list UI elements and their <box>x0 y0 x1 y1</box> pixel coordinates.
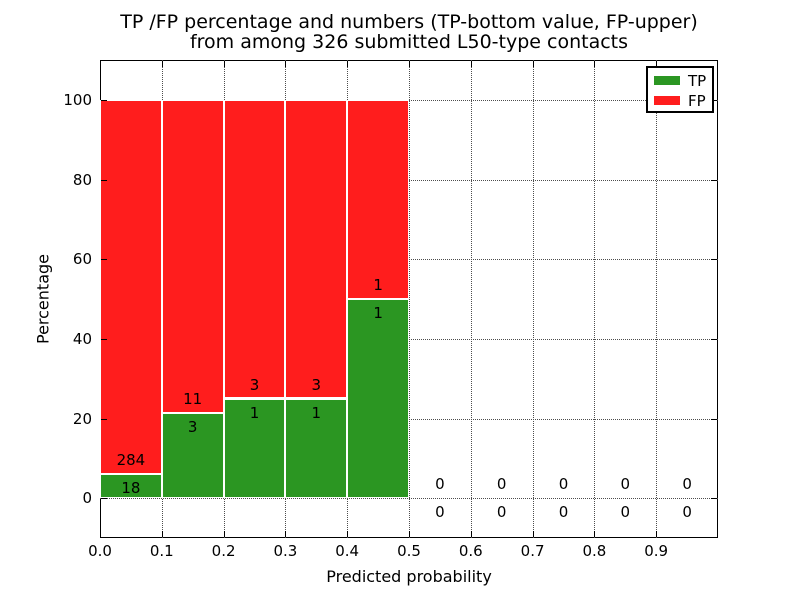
bar-tp-segment <box>285 398 348 499</box>
y-tick-mark <box>101 259 107 261</box>
legend-item-tp: TP <box>654 72 712 89</box>
v-gridline <box>532 60 534 538</box>
x-tick-mark <box>470 531 472 537</box>
v-gridline <box>470 60 472 538</box>
annotation-tp-count: 0 <box>558 503 569 522</box>
bar-tp-segment <box>100 474 162 499</box>
y-tick-label: 40 <box>72 329 92 348</box>
y-tick-mark <box>101 418 107 420</box>
annotation-fp-count: 0 <box>435 475 445 494</box>
annotation-tp-count: 18 <box>121 479 141 498</box>
y-tick-label: 80 <box>72 170 92 189</box>
y-tick-mark <box>711 179 717 181</box>
x-tick-label: 0.7 <box>520 542 545 560</box>
bar-tp-segment <box>161 412 224 499</box>
x-tick-mark <box>594 61 596 67</box>
x-tick-mark <box>594 531 596 537</box>
annotation-fp-count: 11 <box>183 389 203 408</box>
v-gridline <box>656 60 658 538</box>
y-tick-mark <box>711 338 717 340</box>
chart-title: TP /FP percentage and numbers (TP-bottom… <box>100 12 718 52</box>
y-tick-mark <box>101 179 107 181</box>
x-tick-label: 0.2 <box>211 542 236 560</box>
bar-fp-segment <box>223 99 286 399</box>
x-axis-label: Predicted probability <box>326 567 492 586</box>
annotation-tp-count: 0 <box>620 503 631 522</box>
annotation-fp-count: 3 <box>311 375 322 394</box>
y-tick-label: 60 <box>72 250 92 269</box>
x-tick-mark <box>223 61 225 67</box>
chart-title-line1: TP /FP percentage and numbers (TP-bottom… <box>120 11 698 33</box>
legend-label-fp: FP <box>688 91 706 110</box>
annotation-tp-count: 1 <box>249 403 260 422</box>
tp-color-swatch <box>654 76 680 85</box>
annotation-tp-count: 0 <box>496 503 507 522</box>
x-tick-mark <box>656 61 658 67</box>
x-tick-mark <box>100 61 101 67</box>
x-tick-label: 0.9 <box>644 542 669 560</box>
annotation-fp-count: 0 <box>558 475 569 494</box>
y-tick-mark <box>711 99 717 101</box>
bar-fp-segment <box>161 99 224 413</box>
annotation-tp-count: 1 <box>373 304 383 322</box>
bar-fp-segment <box>100 99 162 475</box>
v-gridline <box>409 60 410 538</box>
bar-tp-segment <box>223 398 286 499</box>
x-tick-label: 0.4 <box>335 542 360 560</box>
x-tick-mark <box>409 531 410 537</box>
x-tick-mark <box>285 531 287 537</box>
annotation-fp-count: 284 <box>116 451 146 470</box>
annotation-fp-count: 1 <box>373 276 383 294</box>
bar-tp-segment <box>347 299 409 499</box>
fp-color-swatch <box>654 96 680 105</box>
x-tick-mark <box>161 61 163 67</box>
x-tick-mark <box>223 531 225 537</box>
x-tick-label: 0.3 <box>273 542 298 560</box>
y-tick-mark <box>711 418 717 420</box>
annotation-fp-count: 0 <box>496 475 507 494</box>
legend: TP FP <box>646 66 714 113</box>
bar-fp-segment <box>285 99 348 399</box>
x-tick-label: 0.0 <box>88 542 112 560</box>
y-tick-label: 0 <box>82 489 92 508</box>
x-tick-mark <box>409 61 410 67</box>
annotation-fp-count: 0 <box>620 475 631 494</box>
x-tick-mark <box>532 61 534 67</box>
y-tick-mark <box>711 259 717 261</box>
annotation-tp-count: 3 <box>187 417 198 436</box>
annotation-tp-count: 0 <box>435 503 445 522</box>
v-gridline <box>594 60 596 538</box>
x-tick-label: 0.6 <box>458 542 483 560</box>
legend-item-fp: FP <box>654 92 712 109</box>
y-tick-label: 20 <box>72 409 92 428</box>
x-tick-label: 0.8 <box>582 542 607 560</box>
x-tick-mark <box>347 61 349 67</box>
bar-fp-segment <box>347 99 409 299</box>
annotation-tp-count: 0 <box>682 503 692 522</box>
annotation-fp-count: 3 <box>249 375 260 394</box>
y-tick-label: 100 <box>63 90 92 109</box>
annotation-fp-count: 0 <box>682 475 692 494</box>
x-tick-mark <box>285 61 287 67</box>
y-tick-mark <box>711 498 717 500</box>
x-tick-mark <box>470 61 472 67</box>
x-tick-label: 0.1 <box>149 542 174 560</box>
y-tick-mark <box>101 498 107 500</box>
y-tick-mark <box>101 338 107 340</box>
x-tick-mark <box>347 531 349 537</box>
x-tick-label: 0.5 <box>397 542 421 560</box>
x-tick-mark <box>161 531 163 537</box>
x-tick-mark <box>532 531 534 537</box>
y-tick-mark <box>101 99 107 101</box>
chart-title-line2: from among 326 submitted L50-type contac… <box>189 31 629 53</box>
annotation-tp-count: 1 <box>311 403 322 422</box>
legend-label-tp: TP <box>688 71 707 90</box>
x-tick-mark <box>656 531 658 537</box>
x-tick-mark <box>100 531 101 537</box>
